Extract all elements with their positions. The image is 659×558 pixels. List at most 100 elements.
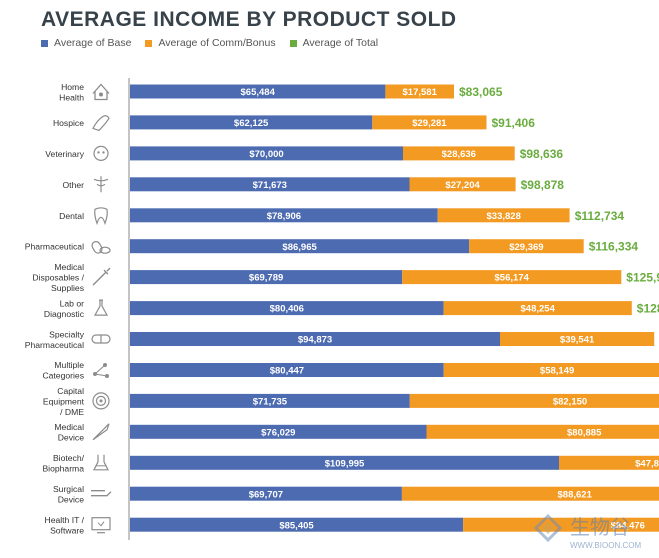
base-value-label: $71,735 [253, 397, 288, 408]
category-label: Multiple [54, 360, 84, 370]
base-value-label: $94,873 [298, 335, 332, 346]
base-value-label: $85,405 [279, 520, 314, 531]
base-value-label: $62,125 [234, 118, 269, 129]
total-value-label: $98,636 [520, 147, 564, 161]
category-label: Health [59, 92, 84, 102]
caduceus-icon [94, 176, 108, 192]
category-label: Health IT / [45, 515, 85, 525]
category-label: Categories [42, 371, 84, 381]
comm-value-label: $48,254 [521, 304, 556, 315]
scalpel-icon [93, 424, 109, 440]
comm-value-label: $88,621 [558, 489, 593, 500]
category-label: Other [63, 180, 85, 190]
comm-value-label: $80,885 [567, 427, 602, 438]
dog-icon [94, 146, 108, 160]
comm-value-label: $17,581 [403, 87, 438, 98]
bar-row: Pharmaceutical $86,965 $29,369 $116,334 [25, 239, 639, 254]
watermark-logo: 生物谷 WWW.BIOON.COM [530, 510, 659, 553]
category-label: Diagnostic [44, 309, 85, 319]
total-value-label: $116,334 [589, 240, 639, 254]
comm-value-label: $47,870 [635, 458, 659, 469]
category-label: Capital [57, 386, 84, 396]
category-label: Medical [54, 262, 84, 272]
comm-value-label: $29,281 [412, 118, 447, 129]
total-value-label: $91,406 [492, 116, 536, 130]
bar-row: Veterinary $70,000 $28,636 $98,636 [45, 146, 563, 161]
bar-row: SpecialtyPharmaceutical$94,873$39,541$13… [25, 329, 659, 350]
category-label: Lab or [60, 298, 85, 308]
category-label: Disposables / [32, 273, 84, 283]
total-value-label: $125,963 [626, 271, 659, 285]
category-label: Surgical [53, 484, 84, 494]
category-label: Biotech/ [53, 453, 85, 463]
category-label: Biopharma [42, 464, 84, 474]
comm-value-label: $28,636 [442, 149, 476, 160]
bar-comm [402, 487, 659, 501]
category-label: Supplies [51, 283, 84, 293]
category-label: Pharmaceutical [25, 242, 84, 252]
category-label: Dental [59, 211, 84, 221]
category-label: Veterinary [45, 149, 84, 159]
bar-row: Dental $78,906 $33,828 $112,734 [59, 208, 624, 224]
category-label: Device [58, 495, 84, 505]
base-value-label: $76,029 [261, 427, 295, 438]
comm-value-label: $82,150 [553, 397, 587, 408]
base-value-label: $109,995 [325, 458, 365, 469]
bar-row: Hospice $62,125 $29,281 $91,406 [53, 115, 535, 130]
surgical-knife-icon [91, 491, 111, 496]
base-value-label: $69,789 [249, 273, 283, 284]
bar-comm [427, 425, 659, 439]
base-value-label: $69,707 [249, 489, 283, 500]
base-value-label: $80,447 [270, 366, 304, 377]
base-value-label: $70,000 [249, 149, 283, 160]
comm-value-label: $56,174 [495, 273, 530, 284]
bar-row: Biotech/Biopharma$109,995$47,870$157,865 [42, 453, 659, 474]
total-value-label: $98,878 [521, 178, 565, 192]
tooth-icon [95, 208, 108, 224]
base-value-label: $71,673 [253, 180, 287, 191]
comm-value-label: $33,828 [487, 211, 521, 222]
watermark: 生物谷 WWW.BIOON.COM [530, 510, 659, 553]
comm-value-label: $58,149 [540, 366, 574, 377]
beaker-icon [94, 455, 108, 470]
total-value-label: $112,734 [575, 209, 625, 223]
comm-value-label: $29,369 [509, 242, 543, 253]
flask-icon [95, 300, 107, 315]
bar-row: Other $71,673 $27,204 $98,878 [63, 176, 565, 192]
category-label: Home [61, 82, 84, 92]
network-icon [93, 363, 109, 378]
base-value-label: $65,484 [241, 87, 276, 98]
house-heart-icon [93, 85, 109, 100]
base-value-label: $86,965 [282, 242, 317, 253]
category-label: / DME [60, 407, 84, 417]
target-icon [93, 393, 109, 409]
hand-heart-icon [93, 116, 109, 131]
syringe-icon [93, 268, 110, 285]
total-value-label: $83,065 [459, 85, 503, 99]
base-value-label: $78,906 [267, 211, 301, 222]
watermark-url: WWW.BIOON.COM [570, 541, 641, 550]
category-label: Hospice [53, 118, 84, 128]
watermark-brand: 生物谷 [570, 515, 630, 539]
category-label: Equipment [43, 396, 85, 406]
base-value-label: $80,406 [270, 304, 304, 315]
monitor-icon [92, 518, 110, 533]
capsule-icon [92, 335, 110, 343]
pills-icon [91, 240, 110, 254]
total-value-label: $128,660 [637, 302, 659, 316]
category-label: Medical [54, 422, 84, 432]
category-label: Specialty [49, 329, 85, 339]
comm-value-label: $27,204 [445, 180, 480, 191]
category-label: Software [50, 525, 84, 535]
comm-value-label: $39,541 [560, 335, 595, 346]
bar-comm [410, 394, 659, 408]
category-label: Device [58, 433, 84, 443]
